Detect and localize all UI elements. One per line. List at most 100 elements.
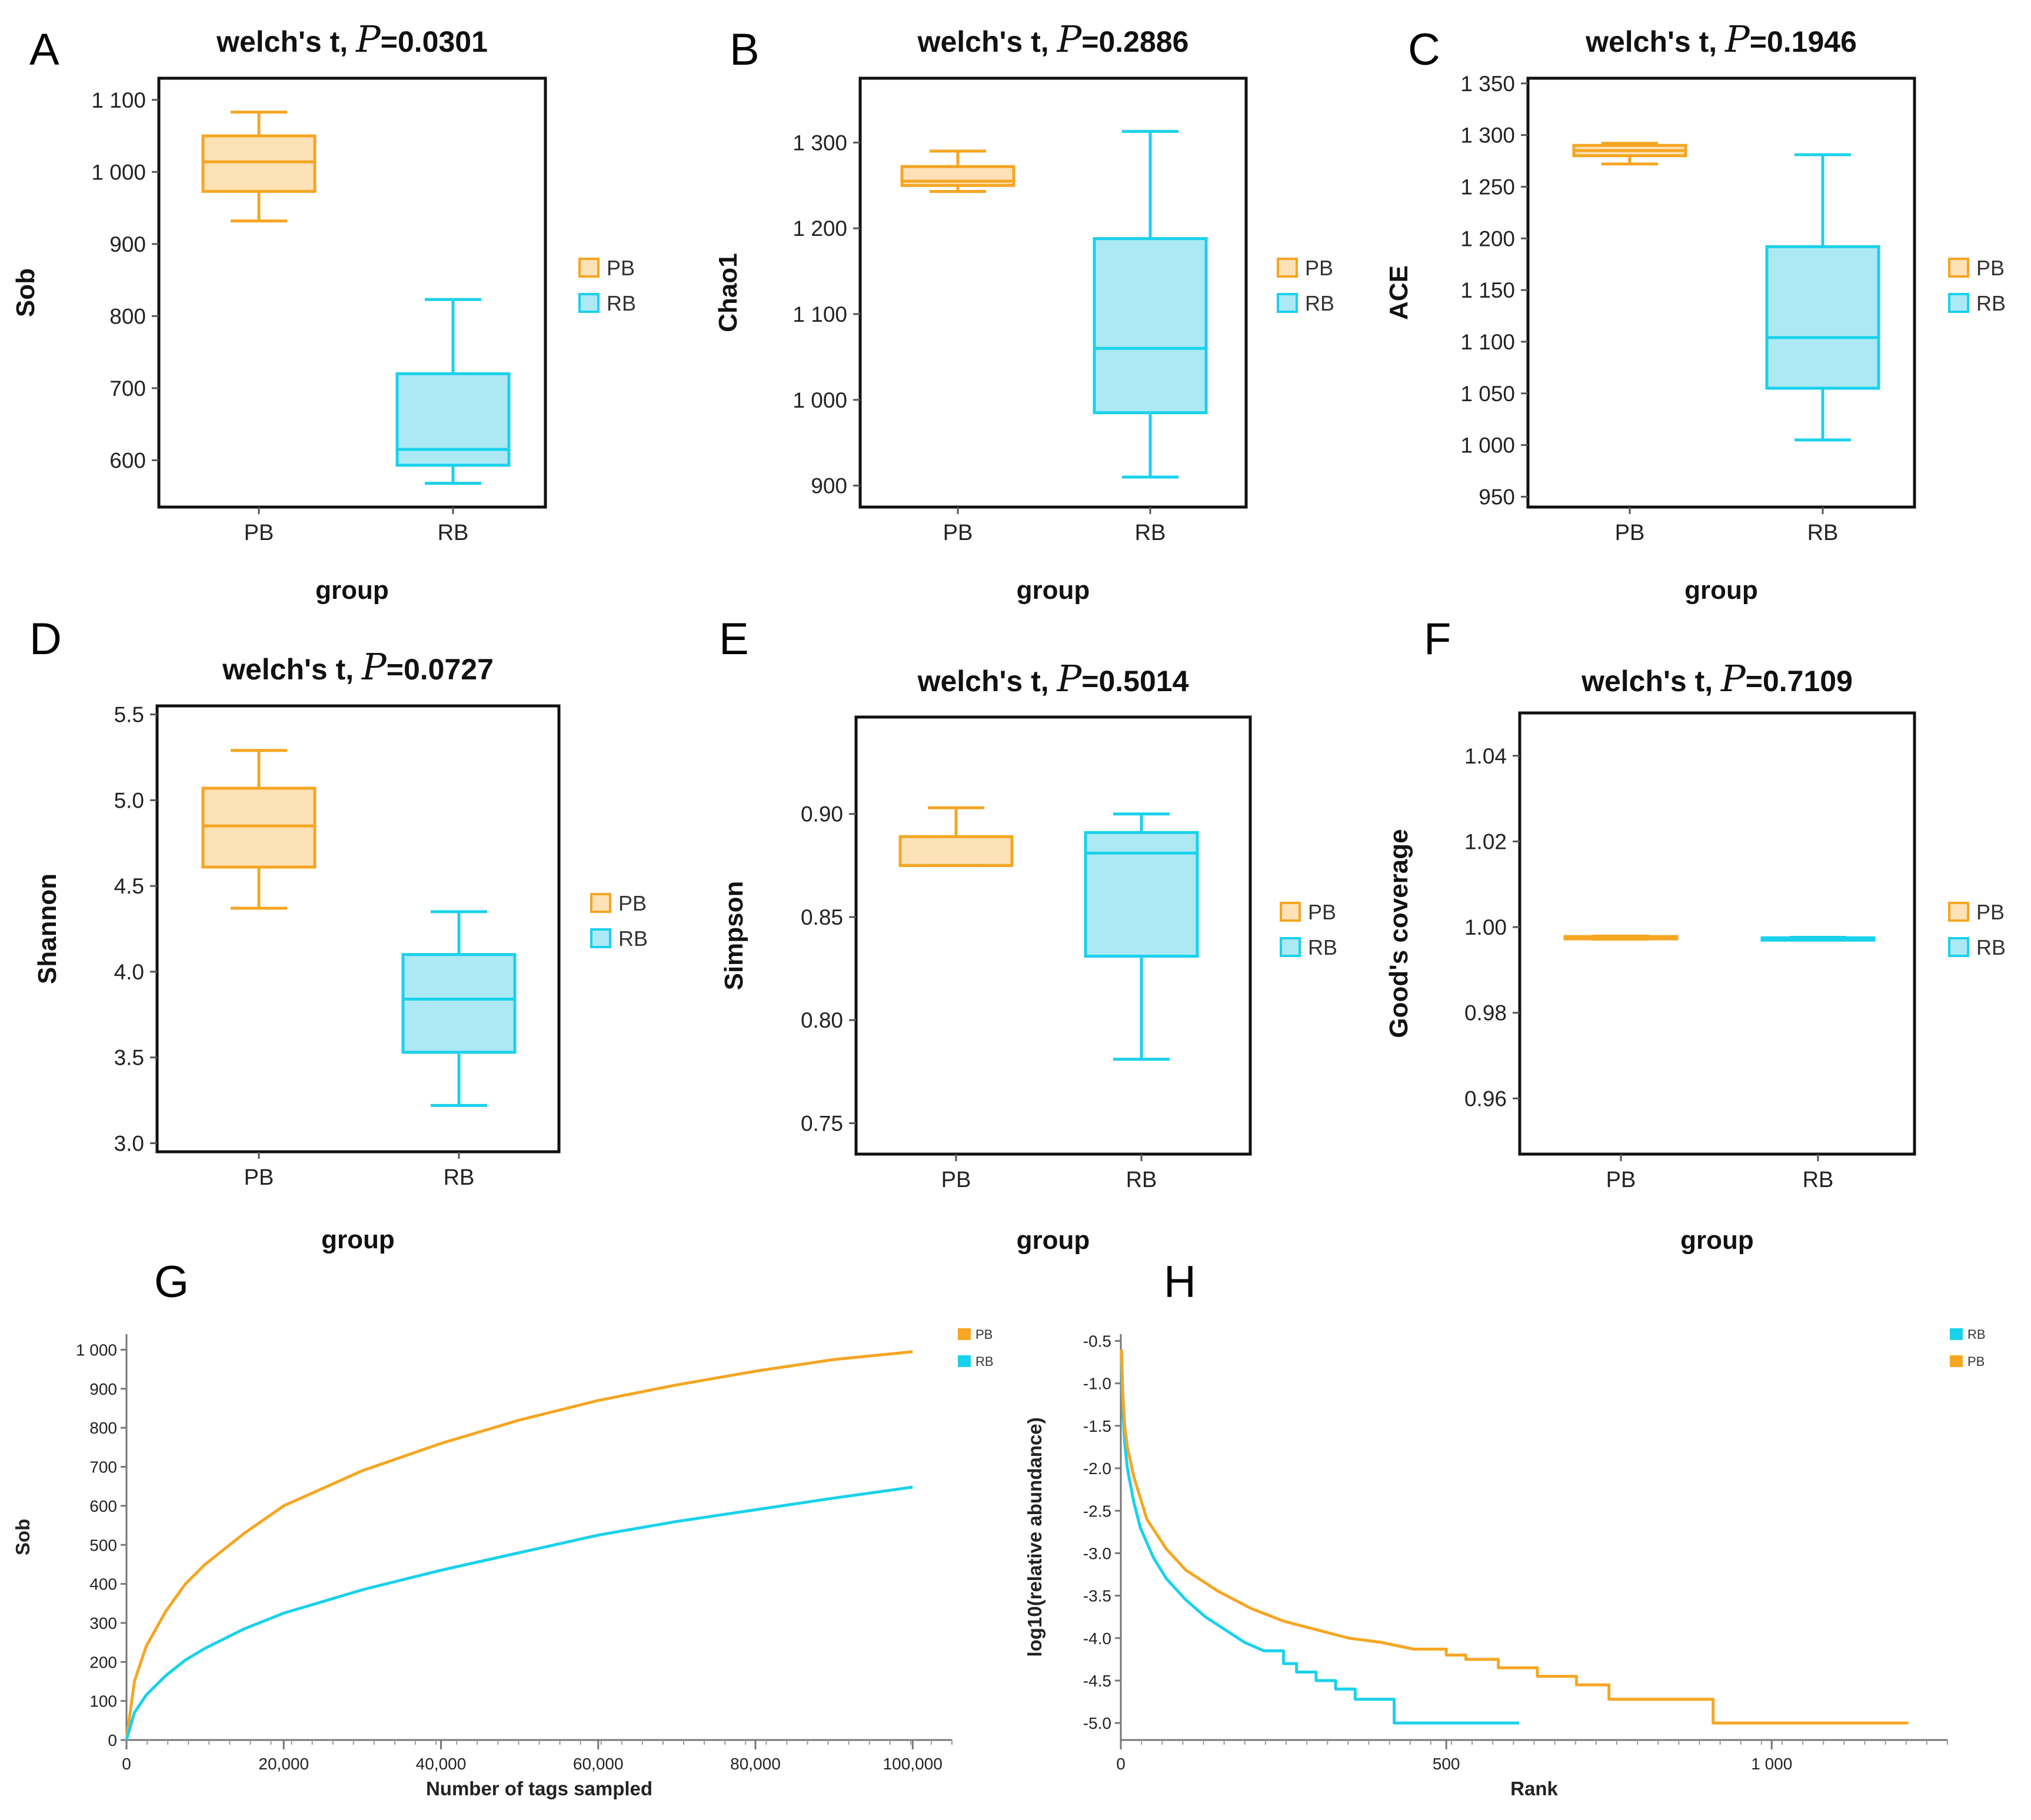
y-axis-title: Good's coverage	[1384, 829, 1413, 1038]
y-tick-label: 1 100	[91, 88, 146, 112]
x-axis-title: group	[1017, 576, 1090, 605]
legend-label: PB	[618, 891, 647, 915]
y-tick-label: 3.5	[114, 1046, 144, 1070]
y-tick-label: -4.0	[1083, 1629, 1111, 1648]
legend-swatch-rb	[578, 293, 600, 313]
panel-label: E	[719, 614, 749, 664]
plot-frame	[1526, 76, 1916, 509]
x-category-label: PB	[943, 521, 973, 545]
y-tick-label: 0.80	[801, 1008, 843, 1032]
x-tick-label: 100,000	[883, 1755, 943, 1773]
legend-label: RB	[1308, 935, 1337, 959]
y-tick-label: 1 000	[793, 388, 847, 412]
y-tick-label: -1.0	[1083, 1375, 1111, 1393]
y-tick-label: 900	[811, 474, 847, 498]
x-axis-title: Number of tags sampled	[426, 1778, 652, 1799]
y-tick-label: 0	[108, 1731, 117, 1749]
y-tick-label: 1 000	[76, 1341, 117, 1359]
x-tick-label: 60,000	[573, 1755, 624, 1773]
plot-frame	[155, 704, 561, 1154]
title-prefix: welch's t,	[222, 653, 362, 686]
legend-label: PB	[975, 1327, 993, 1342]
legend-label: PB	[1305, 256, 1333, 280]
x-tick-label: 0	[1116, 1755, 1126, 1773]
y-tick-label: 400	[89, 1575, 117, 1594]
y-tick-label: -2.0	[1083, 1459, 1111, 1478]
y-tick-label: 100	[89, 1692, 117, 1711]
box-rb	[1760, 936, 1876, 942]
panel-label: C	[1408, 25, 1440, 75]
title-p-symbol: P	[361, 645, 387, 688]
y-axis-title: Chao1	[714, 253, 743, 332]
title-prefix: welch's t,	[1585, 25, 1725, 58]
legend-swatch-rb	[1277, 293, 1298, 313]
x-axis-title: group	[315, 576, 389, 605]
title-prefix: welch's t,	[216, 25, 356, 58]
x-category-label: RB	[438, 521, 469, 545]
box-pb	[201, 749, 317, 910]
legend-swatch-pb	[1280, 902, 1301, 922]
y-tick-label: 500	[89, 1536, 117, 1554]
title-p-value: =0.0727	[387, 653, 494, 686]
y-axis-title: Sob	[11, 268, 40, 317]
y-tick-label: -5.0	[1083, 1714, 1111, 1732]
y-tick-label: 800	[89, 1419, 117, 1437]
x-axis-title: group	[1017, 1226, 1090, 1255]
chart-title: welch's t, P=0.2886	[917, 18, 1189, 61]
y-tick-label: 1.00	[1464, 915, 1507, 939]
x-category-label: RB	[444, 1165, 475, 1190]
y-tick-label: 1 000	[91, 160, 146, 184]
y-tick-label: 900	[89, 1380, 117, 1398]
y-axis-title: log10(relative abundance)	[1024, 1417, 1046, 1656]
iqr-box	[395, 372, 511, 467]
legend-label: RB	[618, 926, 648, 951]
y-axis-title: ACE	[1384, 265, 1413, 320]
y-tick-label: 1 150	[1460, 278, 1515, 302]
x-axis-title: group	[321, 1225, 395, 1254]
y-tick-label: 1.02	[1464, 829, 1507, 854]
y-tick-label: 600	[89, 1497, 117, 1515]
legend-label: RB	[1967, 1327, 1986, 1342]
y-tick-label: 700	[109, 376, 146, 401]
y-tick-label: 1.04	[1464, 744, 1507, 768]
y-tick-label: 1 300	[1460, 124, 1515, 148]
x-category-label: RB	[1126, 1168, 1157, 1192]
title-p-symbol: P	[355, 18, 381, 61]
y-tick-label: -1.5	[1083, 1417, 1111, 1435]
x-category-label: PB	[941, 1168, 971, 1192]
legend-swatch-pb	[578, 258, 600, 278]
x-category-label: PB	[244, 1165, 274, 1190]
title-prefix: welch's t,	[917, 25, 1057, 58]
legend-label: RB	[1976, 935, 2006, 959]
y-tick-label: 1 100	[793, 302, 847, 326]
legend-label: PB	[607, 256, 635, 280]
y-tick-label: 900	[109, 232, 146, 256]
legend-swatch-rb	[1950, 1328, 1963, 1340]
y-tick-label: 300	[89, 1614, 117, 1632]
legend-label: PB	[1967, 1354, 1985, 1369]
legend-swatch-rb	[1280, 937, 1301, 957]
y-tick-label: 5.5	[114, 703, 144, 727]
legend-swatch-rb	[958, 1355, 971, 1367]
panel-label: A	[29, 25, 59, 75]
title-p-symbol: P	[1057, 657, 1083, 700]
title-p-value: =0.7109	[1746, 665, 1853, 698]
title-prefix: welch's t,	[1581, 665, 1721, 698]
plot-frame	[858, 76, 1248, 509]
y-tick-label: 800	[109, 304, 146, 328]
title-p-symbol: P	[1057, 18, 1083, 61]
box-pb	[898, 806, 1014, 867]
legend-swatch-rb	[590, 928, 611, 948]
chart-title: welch's t, P=0.5014	[917, 657, 1189, 700]
panel-label: B	[730, 25, 760, 75]
title-p-value: =0.0301	[381, 25, 488, 58]
series-line-pb	[1120, 1349, 1909, 1725]
y-tick-label: 700	[89, 1458, 117, 1476]
x-tick-label: 40,000	[416, 1755, 467, 1773]
box-rb	[401, 910, 517, 1107]
box-rb	[1765, 153, 1880, 442]
plot-frame	[1518, 711, 1916, 1156]
